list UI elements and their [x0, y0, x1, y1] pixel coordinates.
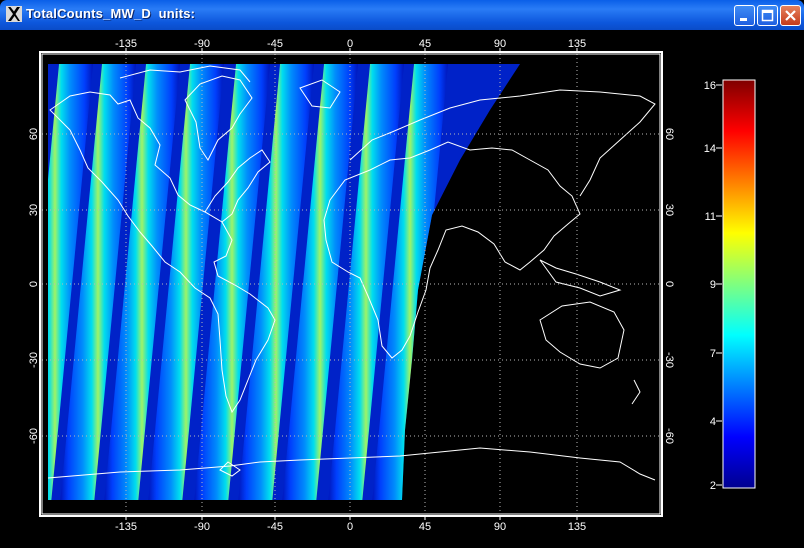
lon-tick-label: 45 [419, 38, 431, 50]
lon-tick-label: 45 [419, 521, 431, 533]
colorbar-label: 9 [710, 279, 716, 291]
lon-labels-bottom: -135 -90 -45 0 45 90 135 [115, 521, 586, 533]
map-frame [39, 51, 663, 517]
lat-labels-left: 60 30 0 -30 -60 [28, 128, 40, 444]
lat-tick-label: -30 [663, 352, 675, 368]
lat-tick-label: 60 [663, 128, 675, 140]
coastlines [47, 65, 656, 481]
swath-band [281, 64, 359, 500]
close-button[interactable] [780, 5, 801, 26]
colorbar-label: 7 [710, 348, 716, 360]
lon-tick-label: 0 [347, 521, 353, 533]
minimize-icon [740, 18, 747, 21]
maximize-icon [761, 9, 774, 22]
close-icon [785, 10, 796, 21]
window-title: TotalCounts_MW_D units: [26, 6, 196, 21]
lat-tick-label: 30 [663, 204, 675, 216]
colorbar-ticks [716, 84, 722, 486]
colorbar-label: 4 [710, 416, 716, 428]
colorbar-label: 14 [704, 143, 716, 155]
lat-labels-right: 60 30 0 -30 -60 [663, 128, 675, 444]
swath-band [237, 64, 315, 500]
lat-tick-label: 0 [663, 281, 675, 287]
lat-tick-label: 0 [28, 281, 40, 287]
map-inner-frame [41, 53, 661, 515]
lon-tick-label: 0 [347, 38, 353, 50]
lon-tick-label: -135 [115, 521, 137, 533]
x11-icon [6, 6, 22, 22]
lon-labels-top: -135 -90 -45 0 45 90 135 [115, 38, 586, 50]
colorbar [723, 80, 755, 488]
lat-tick-label: -30 [28, 352, 40, 368]
colorbar-frame [722, 79, 756, 489]
title-bar[interactable]: TotalCounts_MW_D units: [0, 0, 804, 30]
lat-tick-label: 30 [28, 204, 40, 216]
lat-tick-label: -60 [28, 428, 40, 444]
maximize-button[interactable] [757, 5, 778, 26]
lon-tick-label: -90 [194, 521, 210, 533]
lon-tick-label: 90 [494, 38, 506, 50]
lon-tick-label: -45 [267, 521, 283, 533]
lon-tick-label: -135 [115, 38, 137, 50]
plot-area: -135 -90 -45 0 45 90 135 -135 -90 -45 0 … [0, 30, 804, 543]
lat-tick-label: -60 [663, 428, 675, 444]
minimize-button[interactable] [734, 5, 755, 26]
lon-tick-label: 90 [494, 521, 506, 533]
map-svg: -135 -90 -45 0 45 90 135 -135 -90 -45 0 … [28, 38, 756, 533]
lon-tick-label: 135 [568, 38, 586, 50]
lon-tick-label: -90 [194, 38, 210, 50]
colorbar-label: 2 [710, 480, 716, 492]
lon-tick-label: -45 [267, 38, 283, 50]
grid-lines [42, 54, 660, 514]
colorbar-label: 16 [704, 80, 716, 92]
lon-tick-label: 135 [568, 521, 586, 533]
lat-tick-label: 60 [28, 128, 40, 140]
tick-marks [125, 48, 578, 520]
colorbar-label: 11 [705, 211, 716, 223]
colorbar-labels: 16 14 11 9 7 4 2 [704, 80, 716, 492]
swath-band [193, 64, 271, 500]
